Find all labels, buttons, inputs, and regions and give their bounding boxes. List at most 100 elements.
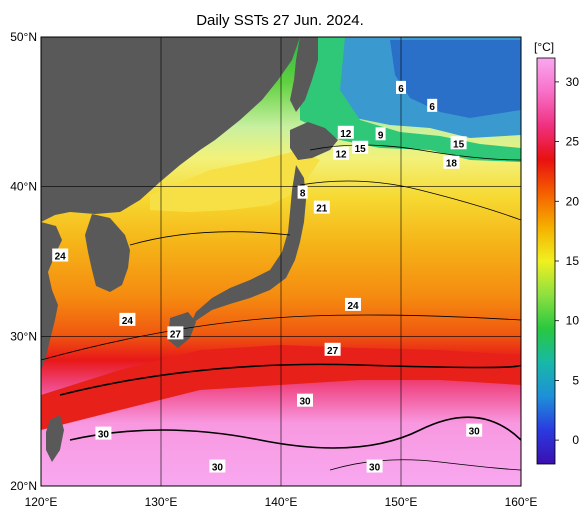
contour-label-text: 21 — [316, 204, 328, 215]
contour-label-bg — [333, 146, 349, 160]
y-axis: 20°N 30°N 40°N 50°N — [10, 30, 37, 493]
cool-water-ring — [300, 37, 521, 162]
contour-label-bg — [366, 459, 383, 473]
x-tick-label: 160°E — [505, 495, 538, 509]
contour-line — [329, 459, 521, 471]
y-tick-label: 20°N — [10, 479, 37, 493]
contour-label-bg — [324, 342, 341, 356]
colorbar: [°C] 0 5 10 15 20 25 30 — [534, 40, 579, 465]
contour-label-bg — [297, 185, 308, 199]
colorbar-tick-label: 25 — [566, 135, 580, 149]
contour-label-bg — [443, 155, 460, 169]
land-china — [41, 222, 62, 370]
colorbar-unit: [°C] — [534, 40, 554, 54]
contour-label: 8 — [297, 185, 308, 200]
colorbar-tick-label: 0 — [572, 433, 579, 447]
contour-label-bg — [337, 125, 354, 139]
colorbar-gradient — [536, 57, 556, 465]
land — [41, 37, 338, 462]
colorbar-tick-label: 15 — [566, 254, 580, 268]
contour-label-text: 27 — [170, 329, 182, 340]
contour-label: 27 — [324, 342, 341, 357]
contour-line — [69, 416, 521, 449]
contour-label-text: 6 — [398, 84, 404, 95]
contour-label: 24 — [345, 297, 361, 312]
contour-label: 30 — [95, 426, 112, 441]
contour-line — [299, 180, 521, 221]
y-tick-label: 40°N — [10, 180, 37, 194]
land-honshu — [190, 165, 306, 325]
contour-label: 30 — [297, 393, 313, 408]
colorbar-tick-label: 10 — [566, 314, 580, 328]
contour-label-text: 24 — [55, 252, 67, 263]
contour-label-bg — [297, 393, 313, 407]
map-title: Daily SSTs 27 Jun. 2024. — [196, 12, 364, 29]
land-sakhalin — [290, 37, 318, 112]
contour-label-bg — [209, 459, 226, 473]
contour-label-bg — [313, 200, 330, 214]
contour-label: 9 — [375, 127, 386, 141]
contour-label-text: 12 — [335, 150, 347, 161]
contour-label-bg — [450, 136, 467, 150]
contour-line — [41, 314, 521, 361]
contour-label: 27 — [167, 326, 184, 340]
y-tick-label: 50°N — [10, 30, 37, 44]
contour-label-bg — [375, 127, 386, 141]
land-korea — [85, 214, 130, 292]
land-hokkaido — [290, 122, 338, 160]
contour-label: 18 — [443, 155, 460, 170]
contour-label: 6 — [396, 80, 406, 95]
graticule — [41, 37, 521, 486]
x-tick-label: 140°E — [265, 495, 298, 509]
contour-label-bg — [345, 297, 361, 311]
cold-water-core — [390, 40, 521, 118]
contour-label: 12 — [337, 125, 354, 140]
contour-label-text: 12 — [340, 129, 352, 140]
contour-label-text: 30 — [469, 427, 481, 438]
contour-label-text: 15 — [453, 139, 465, 150]
contour-label: 12 — [333, 146, 349, 161]
colorbar-ticks: 0 5 10 15 20 25 30 — [555, 75, 579, 447]
contour-label: 24 — [119, 312, 136, 327]
contour-line — [309, 144, 521, 161]
contour-label-text: 18 — [446, 159, 458, 170]
contour-label-bg — [167, 326, 184, 340]
land-taiwan — [46, 415, 64, 462]
colorbar-tick-label: 30 — [566, 75, 580, 89]
contour-label-bg — [396, 80, 406, 94]
contour-label-text: 27 — [327, 346, 339, 357]
contour-label: 24 — [52, 248, 69, 263]
contour-label: 30 — [466, 423, 483, 438]
contour-label: 30 — [209, 459, 226, 474]
contour-label-bg — [427, 98, 438, 112]
x-tick-label: 150°E — [385, 495, 418, 509]
contour-label-text: 9 — [378, 130, 384, 141]
contour-line — [59, 363, 521, 396]
contour-label: 30 — [366, 459, 383, 474]
y-tick-label: 30°N — [10, 329, 37, 343]
colorbar-tick-label: 20 — [566, 194, 580, 208]
colorbar-tick-label: 5 — [572, 373, 579, 387]
contour-label-bg — [466, 423, 483, 437]
contour-label-bg — [352, 140, 369, 154]
contour-label-bg — [119, 312, 136, 326]
contour-label-text: 30 — [369, 463, 381, 474]
contour-label-bg — [95, 426, 112, 440]
contour-label-text: 30 — [212, 463, 224, 474]
contour-label: 15 — [450, 136, 467, 150]
x-tick-label: 130°E — [145, 495, 178, 509]
contour-label-text: 15 — [355, 144, 367, 155]
contour-label-text: 8 — [300, 189, 306, 200]
contour-label-text: 30 — [299, 397, 311, 408]
x-tick-label: 120°E — [25, 495, 58, 509]
japan-sea-warm-band — [150, 150, 320, 212]
contour-label: 6 — [427, 98, 438, 113]
plot-frame — [40, 36, 522, 487]
contour-label: 15 — [352, 140, 369, 155]
contour-label-bg — [52, 248, 69, 262]
contour-label-text: 6 — [429, 102, 435, 113]
contour-label-text: 30 — [98, 430, 110, 441]
contour-label-text: 24 — [122, 316, 134, 327]
